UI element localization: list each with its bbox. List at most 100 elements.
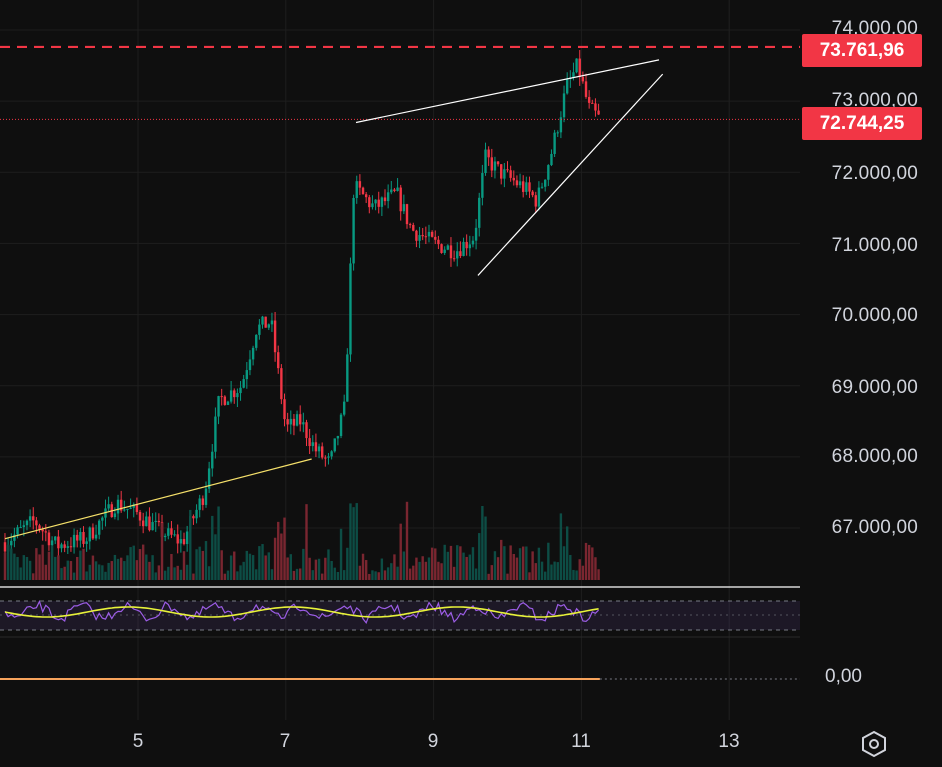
candle-body	[217, 396, 220, 417]
candle-body	[534, 195, 537, 207]
candle-body	[132, 504, 135, 508]
volume-bar	[60, 568, 63, 580]
candle-body	[456, 251, 459, 259]
candle-body	[509, 170, 512, 178]
candle-body	[349, 263, 352, 355]
price-tick-68000: 68.000,00	[831, 446, 918, 467]
candle-body	[368, 197, 371, 208]
candle-body	[148, 516, 151, 531]
volume-bar	[91, 555, 95, 580]
candle-body	[336, 435, 340, 439]
candle-body	[28, 516, 32, 521]
candle-body	[91, 527, 95, 539]
candle-body	[13, 534, 16, 541]
volume-bar	[50, 545, 54, 580]
price-tick-72000: 72.000,00	[831, 163, 918, 184]
volume-bar	[98, 564, 101, 580]
volume-bar	[487, 573, 490, 580]
volume-bar	[123, 561, 126, 580]
volume-bar	[333, 567, 336, 580]
volume-bar	[503, 546, 506, 580]
price-tick-74000: 74.000,00	[831, 18, 918, 39]
volume-bar	[559, 513, 563, 580]
volume-bar	[500, 539, 503, 580]
volume-bar	[3, 552, 7, 580]
candle-body	[233, 390, 236, 398]
volume-bar	[251, 555, 255, 580]
volume-bar	[339, 528, 343, 580]
volume-bar	[258, 546, 261, 580]
candle-body	[500, 164, 503, 179]
candle-body	[248, 359, 252, 371]
chart-settings-button[interactable]	[856, 729, 892, 759]
candle-body	[85, 541, 88, 544]
volume-bar	[509, 545, 512, 580]
candle-body	[471, 240, 475, 245]
candle-body	[449, 245, 453, 259]
price-tick-73000: 73.000,00	[831, 90, 918, 111]
candle-body	[339, 414, 343, 436]
volume-bar	[289, 554, 292, 580]
candle-body	[399, 187, 402, 212]
candle-body	[211, 451, 214, 469]
candle-body	[371, 203, 374, 208]
volume-bar	[198, 546, 201, 580]
volume-bar	[591, 547, 594, 580]
candle-body	[286, 419, 289, 425]
candle-body	[258, 324, 261, 335]
volume-bar	[330, 560, 333, 580]
candle-body	[25, 520, 29, 526]
volume-bar	[129, 547, 132, 580]
volume-bar	[267, 552, 271, 580]
candle-body	[402, 204, 406, 212]
volume-bar	[434, 548, 437, 580]
candle-body	[44, 531, 48, 533]
candle-body	[22, 525, 26, 528]
volume-bar	[424, 561, 428, 580]
candle-body	[204, 488, 208, 505]
candle-body	[41, 529, 44, 532]
candle-body	[214, 416, 217, 452]
volume-bar	[412, 565, 415, 580]
volume-bar	[352, 507, 355, 580]
volume-bar	[597, 569, 600, 580]
candle-body	[578, 58, 581, 77]
volume-bar	[273, 537, 277, 580]
candle-body	[129, 507, 132, 509]
candle-body	[522, 181, 525, 192]
volume-bar	[176, 565, 179, 580]
volume-bar	[245, 550, 249, 580]
candle-body	[302, 422, 305, 425]
rsi-ma-line	[4, 606, 599, 618]
candle-body	[547, 165, 550, 180]
candle-body	[528, 182, 531, 192]
candle-body	[236, 393, 239, 398]
volume-bar	[528, 572, 531, 580]
volume-bar	[135, 560, 139, 580]
candle-body	[352, 197, 355, 264]
candle-body	[443, 249, 446, 253]
volume-bar	[405, 501, 409, 580]
volume-bar	[248, 553, 252, 580]
volume-bar	[430, 547, 434, 580]
candle-body	[47, 532, 51, 546]
candle-body	[503, 169, 506, 179]
candle-body	[299, 414, 302, 425]
volume-bar	[374, 571, 377, 580]
candle-body	[223, 396, 227, 405]
volume-bar	[255, 569, 258, 580]
volume-bar	[578, 559, 581, 580]
volume-bar	[22, 555, 26, 580]
volume-bar	[113, 554, 117, 580]
volume-bar	[242, 561, 245, 580]
candle-body	[364, 194, 368, 198]
candle-body	[405, 204, 409, 225]
candle-body	[3, 542, 7, 552]
candle-body	[361, 187, 365, 195]
volume-bar	[380, 558, 384, 580]
volume-bar	[443, 544, 446, 580]
candle-body	[38, 525, 41, 530]
candle-body	[386, 192, 390, 202]
